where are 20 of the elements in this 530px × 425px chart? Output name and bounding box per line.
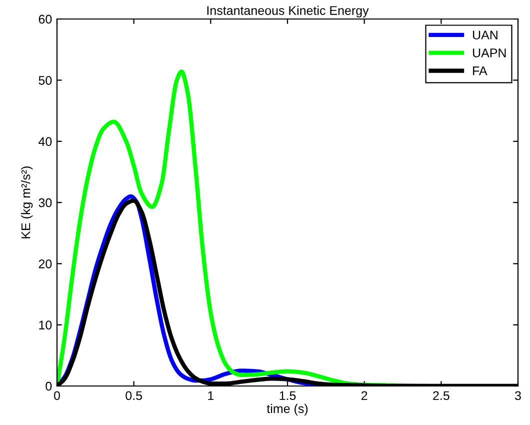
legend-label: FA bbox=[473, 66, 488, 76]
x-tick-label: 2.5 bbox=[433, 391, 450, 400]
y-tick-label: 20 bbox=[38, 259, 52, 268]
y-tick-label: 50 bbox=[38, 76, 52, 85]
y-tick-label: 40 bbox=[38, 137, 52, 146]
legend-label: UAN bbox=[472, 30, 498, 40]
chart-title: Instantaneous Kinetic Energy bbox=[207, 6, 369, 18]
x-axis-title: time (s) bbox=[266, 404, 308, 416]
y-tick-label: 60 bbox=[38, 14, 52, 24]
x-tick-label: 3 bbox=[515, 391, 521, 400]
y-tick-label: 10 bbox=[39, 320, 52, 330]
y-tick-label: 0 bbox=[46, 382, 52, 391]
x-tick-label: 0.5 bbox=[126, 391, 142, 400]
legend-label: UAPN bbox=[472, 48, 506, 58]
x-tick-label: 0 bbox=[54, 391, 60, 400]
x-tick-label: 1 bbox=[208, 391, 214, 400]
y-axis-title: KE (kg m²/s²) bbox=[21, 166, 33, 238]
x-tick-label: 2 bbox=[361, 391, 368, 400]
y-tick-label: 30 bbox=[38, 198, 52, 208]
x-tick-label: 1.5 bbox=[280, 391, 296, 400]
